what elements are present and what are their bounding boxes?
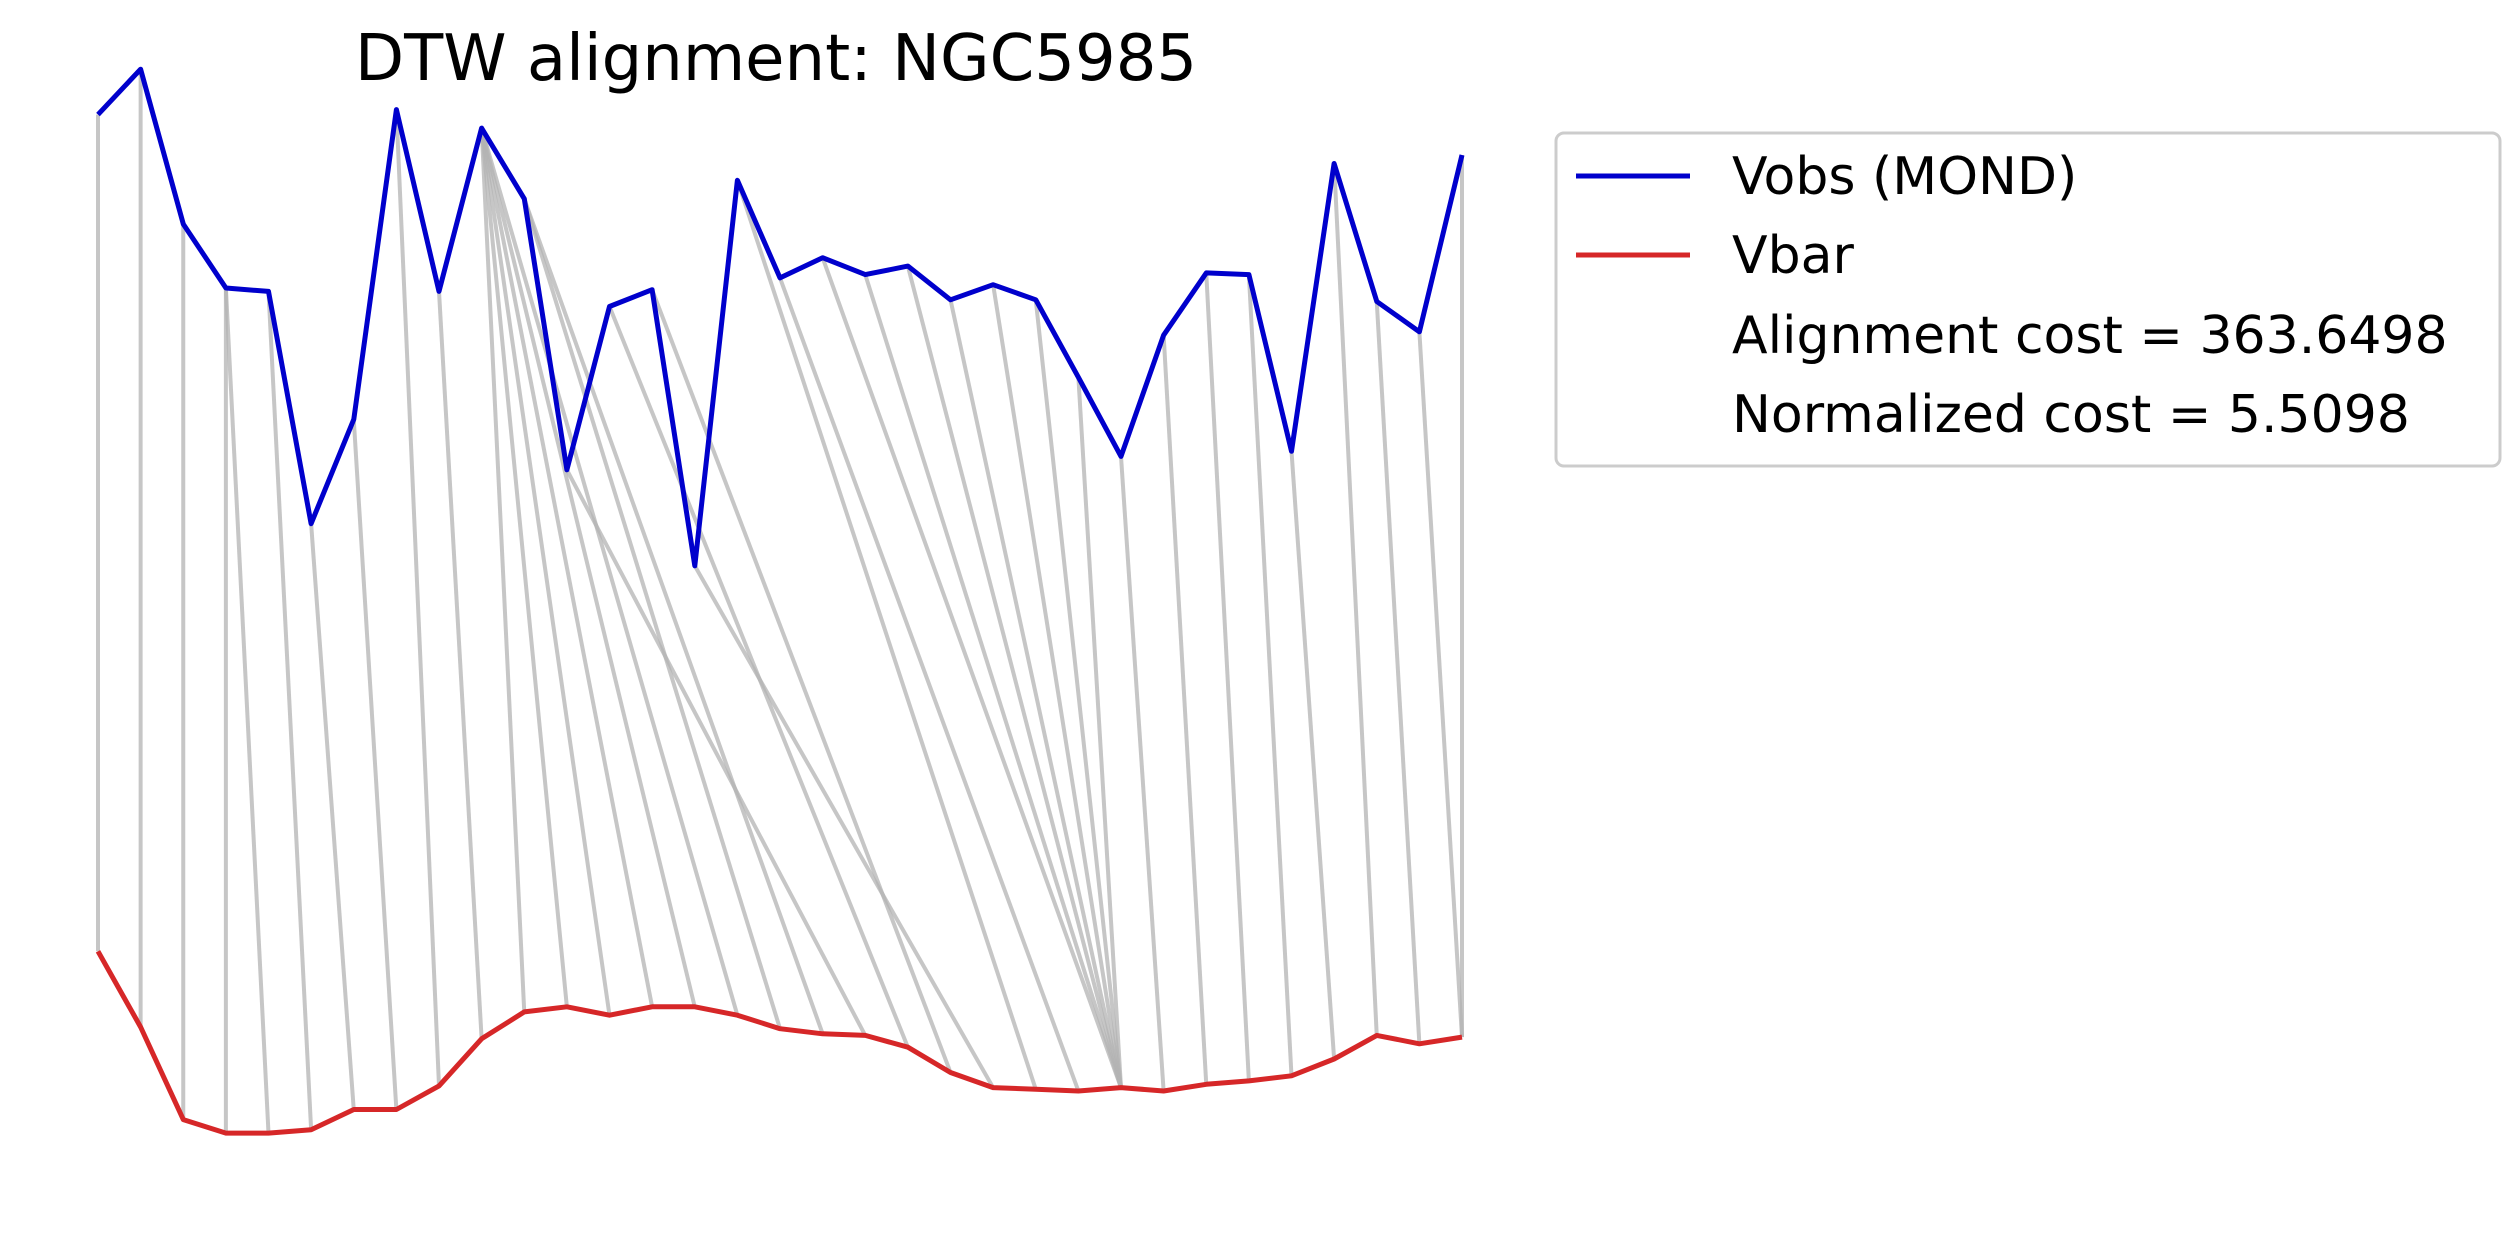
alignment-line-18: [565, 468, 868, 1037]
series-line-vobs: [96, 66, 1465, 569]
alignment-line-30: [1076, 377, 1123, 1088]
alignment-line-32: [1161, 335, 1209, 1085]
plot-area: [95, 66, 1465, 1136]
alignment-line-6: [309, 523, 356, 1110]
legend-alignment-cost: Alignment cost = 363.6498: [1732, 306, 2448, 366]
alignment-line-34: [1246, 274, 1294, 1076]
alignment-line-16: [522, 198, 782, 1030]
alignment-line-27: [948, 299, 1123, 1089]
legend-label-vbar: Vbar: [1732, 226, 1854, 286]
alignment-line-11: [479, 127, 569, 1008]
alignment-line-5: [266, 291, 314, 1130]
alignment-line-24: [820, 257, 1123, 1089]
alignment-line-9: [437, 291, 484, 1039]
alignment-line-31: [1119, 456, 1166, 1092]
alignment-lines: [96, 69, 1464, 1134]
alignment-line-29: [1033, 299, 1123, 1088]
legend-frame: [1554, 131, 2502, 468]
alignment-line-37: [1374, 301, 1422, 1044]
alignment-line-23: [778, 277, 1081, 1092]
series-line-vbar: [95, 950, 1463, 1136]
alignment-line-7: [351, 419, 399, 1110]
alignment-line-22: [735, 179, 1038, 1090]
alignment-line-8: [394, 109, 441, 1087]
chart-title: DTW alignment: NGC5985: [355, 22, 1197, 96]
alignment-line-17: [522, 198, 825, 1035]
alignment-line-21: [693, 564, 995, 1089]
alignment-line-25: [863, 273, 1123, 1089]
alignment-line-4: [223, 287, 271, 1134]
alignment-line-35: [1289, 451, 1337, 1060]
alignment-line-36: [1332, 163, 1379, 1036]
alignment-line-13: [479, 127, 655, 1008]
series-lines: [95, 66, 1465, 1136]
legend: Vobs (MOND) Vbar Alignment cost = 363.64…: [1554, 131, 2502, 468]
legend-normalized-cost: Normalized cost = 5.5098: [1732, 385, 2410, 445]
alignment-line-10: [479, 128, 527, 1012]
legend-label-vobs: Vobs (MOND): [1732, 147, 2077, 207]
alignment-line-14: [479, 127, 697, 1008]
alignment-line-33: [1204, 272, 1251, 1081]
alignment-line-38: [1417, 331, 1464, 1038]
alignment-line-26: [905, 265, 1123, 1089]
alignment-line-20: [650, 289, 953, 1074]
alignment-line-15: [479, 127, 740, 1016]
alignment-line-12: [479, 127, 612, 1016]
alignment-line-28: [991, 284, 1123, 1088]
